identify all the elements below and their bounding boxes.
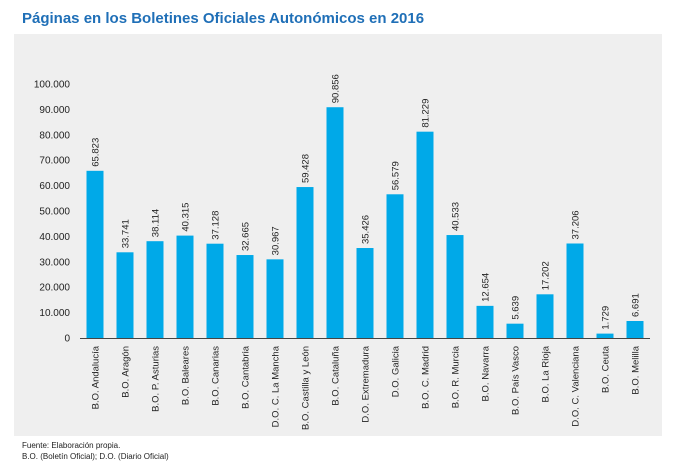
bar [416, 131, 434, 338]
x-tick-label: D.O. Extremadura [361, 345, 372, 422]
bar [356, 248, 374, 338]
data-label: 32.665 [241, 222, 252, 251]
data-label: 1.729 [601, 306, 612, 330]
x-tick-label: B.O. Baleares [181, 346, 192, 405]
data-label: 40.533 [451, 202, 462, 231]
x-tick-label: B.O. Aragón [121, 346, 132, 398]
bar [236, 255, 254, 338]
x-tick-label: B.O. La Rioja [541, 345, 552, 402]
x-tick-label: B.O. Castilla y León [301, 346, 312, 430]
x-tick-label: B.O. Andalucía [91, 345, 102, 409]
bar [206, 243, 224, 338]
y-tick-label: 90.000 [39, 105, 70, 116]
data-label: 30.967 [271, 226, 282, 255]
y-tick-label: 50.000 [39, 207, 70, 218]
x-tick-label: B.O. Melilla [631, 345, 642, 394]
bar [446, 235, 464, 338]
data-label: 40.315 [181, 203, 192, 232]
bar [296, 187, 314, 338]
data-label: 5.639 [511, 296, 522, 320]
bar [116, 252, 134, 338]
bar [326, 107, 344, 338]
y-tick-label: 70.000 [39, 156, 70, 167]
data-label: 65.823 [91, 138, 102, 167]
data-label: 12.654 [481, 273, 492, 302]
footer: Fuente: Elaboración propia. B.O. (Boletí… [22, 440, 169, 462]
bar [476, 305, 494, 338]
x-tick-label: B.O. C. Madrid [421, 346, 432, 409]
data-label: 37.206 [571, 210, 582, 239]
y-tick-label: 60.000 [39, 181, 70, 192]
y-tick-label: 0 [64, 334, 70, 345]
x-tick-label: B.O. P. Asturias [151, 346, 162, 412]
data-label: 90.856 [331, 74, 342, 103]
data-label: 37.128 [211, 211, 222, 240]
y-tick-label: 20.000 [39, 283, 70, 294]
y-tick-label: 40.000 [39, 232, 70, 243]
source-note: Fuente: Elaboración propia. [22, 441, 121, 450]
x-tick-label: B.O. Cantabria [241, 345, 252, 409]
y-tick-label: 100.000 [34, 80, 71, 91]
x-tick-label: B.O. Canarias [211, 346, 222, 406]
bar [266, 259, 284, 338]
chart-title: Páginas en los Boletines Oficiales Auton… [22, 10, 425, 27]
x-tick-label: D.O. Galicia [391, 345, 402, 397]
y-axis: 0 10.000 20.000 30.000 40.000 50.000 60.000 70.… [34, 80, 71, 345]
x-tick-label: D.O. C. Valenciana [571, 345, 582, 426]
x-tick-label: B.O. Ceuta [601, 345, 612, 393]
data-label: 6.691 [631, 293, 642, 317]
y-tick-label: 30.000 [39, 257, 70, 268]
x-axis: B.O. Andalucía B.O. Aragón B.O. P. Asturia… [80, 338, 650, 430]
x-tick-label: B.O. R. Murcia [451, 345, 462, 408]
y-tick-label: 80.000 [39, 130, 70, 141]
bar [86, 170, 104, 338]
data-label: 59.428 [301, 154, 312, 183]
x-tick-label: B.O. Navarra [481, 345, 492, 401]
data-label: 17.202 [541, 261, 552, 290]
x-tick-label: B.O. País Vasco [511, 346, 522, 415]
bar [536, 294, 554, 338]
data-label: 35.426 [361, 215, 372, 244]
bar [566, 243, 584, 338]
bar [386, 194, 404, 338]
data-label: 81.229 [421, 99, 432, 128]
x-tick-label: D.O. C. La Mancha [271, 345, 282, 427]
data-label: 38.114 [151, 209, 162, 237]
data-label: 56.579 [391, 161, 402, 190]
y-tick-label: 10.000 [39, 308, 70, 319]
bar [596, 333, 614, 338]
bars: 65.823 33.741 38.114 40.315 37.128 32.665 30.9… [86, 74, 644, 338]
bar [506, 323, 524, 338]
abbreviation-note: B.O. (Boletín Oficial); D.O. (Diario Ofi… [22, 452, 169, 461]
x-tick-label: B.O. Cataluña [331, 345, 342, 405]
data-label: 33.741 [121, 219, 132, 248]
bar [626, 321, 644, 338]
bar [146, 241, 164, 338]
bar [176, 235, 194, 338]
